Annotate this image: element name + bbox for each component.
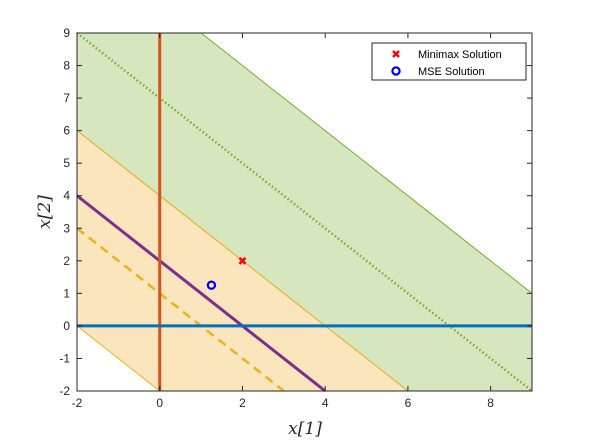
x-tick-label: 4 bbox=[322, 396, 329, 410]
x-tick-label: -2 bbox=[72, 396, 83, 410]
mse-solution-marker bbox=[206, 280, 217, 290]
x-axis-label: x[1] bbox=[288, 419, 322, 439]
y-tick-label: 6 bbox=[63, 124, 70, 138]
y-axis-label: x[2] bbox=[35, 195, 55, 229]
y-tick-label: 7 bbox=[63, 91, 70, 105]
minimax-solution-marker bbox=[238, 256, 247, 265]
legend: Minimax Solution MSE Solution bbox=[371, 42, 527, 81]
x-tick-label: 2 bbox=[239, 396, 246, 410]
x-tick-label: 0 bbox=[156, 396, 163, 410]
y-tick-label: 8 bbox=[63, 59, 70, 73]
legend-label-2: MSE Solution bbox=[418, 66, 485, 78]
series-line-1 bbox=[76, 32, 533, 392]
axes bbox=[76, 32, 533, 392]
y-tick-label: 1 bbox=[63, 286, 70, 300]
legend-label-1: Minimax Solution bbox=[418, 49, 502, 61]
y-tick-label: 0 bbox=[63, 319, 70, 333]
axes-box bbox=[76, 32, 533, 392]
tick-labels: -2 0 2 4 6 8 -2 -1 0 1 2 3 4 5 6 7 8 9 bbox=[59, 26, 532, 410]
y-tick-label: 3 bbox=[63, 221, 70, 235]
legend-minimax-icon-b bbox=[392, 50, 400, 58]
y-tick-label: 9 bbox=[63, 26, 70, 40]
series-lines bbox=[76, 32, 533, 393]
y-tick-label: -1 bbox=[59, 351, 70, 365]
y-tick-label: -2 bbox=[59, 384, 70, 398]
legend-mse-icon bbox=[391, 66, 401, 76]
y-tick-label: 2 bbox=[63, 254, 70, 268]
series-line-3 bbox=[76, 194, 327, 393]
solution-markers bbox=[206, 256, 247, 290]
x-tick-label: 8 bbox=[487, 396, 494, 410]
y-tick-label: 5 bbox=[63, 156, 70, 170]
minimax-marker-stroke-b bbox=[238, 256, 247, 265]
x-tick-label: 6 bbox=[405, 396, 412, 410]
y-tick-label: 4 bbox=[63, 189, 70, 203]
